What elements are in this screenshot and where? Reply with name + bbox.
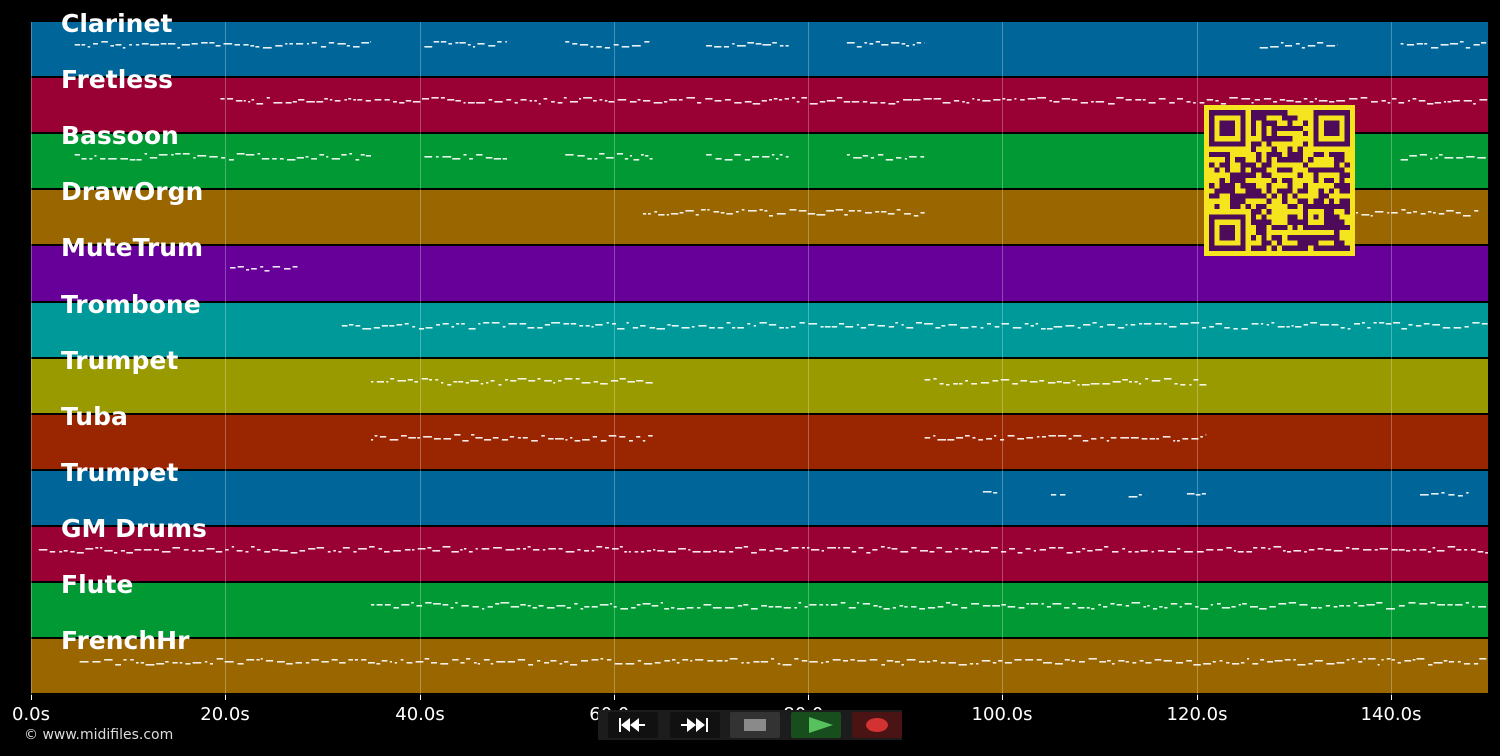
grid-line bbox=[31, 22, 32, 695]
track-band bbox=[31, 639, 1488, 693]
x-tick bbox=[1002, 695, 1003, 700]
play-button[interactable] bbox=[791, 712, 841, 738]
fast-forward-icon bbox=[681, 718, 708, 732]
play-icon bbox=[809, 717, 833, 733]
x-tick bbox=[225, 695, 226, 700]
stop-button[interactable] bbox=[730, 712, 780, 738]
x-tick-label: 140.0s bbox=[1360, 704, 1422, 725]
qr-code bbox=[1204, 105, 1355, 256]
grid-line bbox=[1197, 22, 1198, 695]
record-icon bbox=[866, 718, 888, 732]
copyright-text: © www.midifiles.com bbox=[24, 727, 174, 743]
track-label: Clarinet bbox=[61, 9, 173, 38]
grid-line bbox=[614, 22, 615, 695]
grid-line bbox=[225, 22, 226, 695]
track-label: Bassoon bbox=[61, 121, 179, 150]
track-band bbox=[31, 527, 1488, 581]
track-label: Trumpet bbox=[61, 346, 179, 375]
x-tick bbox=[1197, 695, 1198, 700]
x-tick bbox=[420, 695, 421, 700]
track-band bbox=[31, 583, 1488, 637]
track-label: Trombone bbox=[61, 290, 201, 319]
grid-line bbox=[420, 22, 421, 695]
grid-line bbox=[1391, 22, 1392, 695]
rewind-button[interactable] bbox=[608, 712, 658, 738]
track-label: Trumpet bbox=[61, 458, 179, 487]
x-tick bbox=[1391, 695, 1392, 700]
track-band bbox=[31, 471, 1488, 525]
x-tick bbox=[31, 695, 32, 700]
record-button[interactable] bbox=[852, 712, 902, 738]
track-band bbox=[31, 359, 1488, 413]
track-label: Fretless bbox=[61, 65, 173, 94]
x-tick-label: 100.0s bbox=[971, 704, 1033, 725]
stop-icon bbox=[744, 719, 766, 731]
grid-line bbox=[808, 22, 809, 695]
track-band bbox=[31, 22, 1488, 76]
x-tick bbox=[808, 695, 809, 700]
track-label: DrawOrgn bbox=[61, 177, 204, 206]
track-label: Tuba bbox=[61, 402, 128, 431]
grid-line bbox=[1002, 22, 1003, 695]
track-label: Flute bbox=[61, 570, 134, 599]
track-band bbox=[31, 303, 1488, 357]
track-band bbox=[31, 415, 1488, 469]
track-label: GM Drums bbox=[61, 514, 207, 543]
x-tick-label: 120.0s bbox=[1166, 704, 1228, 725]
transport-controls bbox=[598, 710, 902, 740]
x-tick-label: 20.0s bbox=[200, 704, 250, 725]
rewind-icon bbox=[619, 718, 645, 732]
x-tick-label: 40.0s bbox=[395, 704, 445, 725]
x-tick-label: 0.0s bbox=[11, 704, 51, 725]
x-tick bbox=[614, 695, 615, 700]
track-label: MuteTrum bbox=[61, 233, 204, 262]
fast-forward-button[interactable] bbox=[670, 712, 720, 738]
track-label: FrenchHr bbox=[61, 626, 190, 655]
